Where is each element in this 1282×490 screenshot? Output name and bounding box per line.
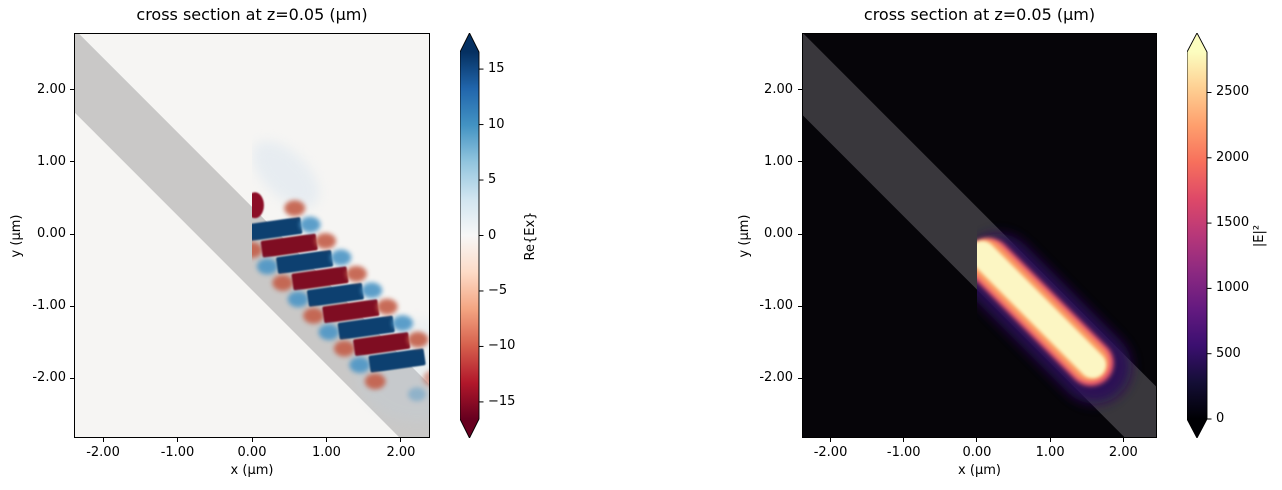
field-lobe (322, 299, 380, 324)
x-tick-label: -1.00 (886, 445, 921, 460)
x-tick-label: -2.00 (813, 445, 848, 460)
field-side-lobe (361, 282, 383, 299)
x-axis-label: x (μm) (230, 463, 274, 478)
y-tick-label: 2.00 (764, 81, 793, 97)
field-side-lobe (333, 340, 355, 357)
field-lobe (291, 266, 349, 291)
y-tick-mark (797, 161, 802, 163)
field-lobe (353, 332, 411, 357)
colorbar-gradient (460, 33, 484, 438)
plot-title: cross section at z=0.05 (μm) (863, 5, 1096, 24)
x-tick-mark (177, 438, 179, 442)
y-tick-mark (69, 89, 74, 91)
y-tick-label: -2.00 (759, 370, 793, 386)
field-side-lobe (318, 324, 340, 341)
heatmap-intensity (803, 34, 1156, 437)
field-side-lobe (303, 307, 325, 324)
field-lobe (252, 217, 303, 242)
field-side-lobe (392, 315, 413, 332)
plot-area (802, 33, 1157, 438)
x-tick-label: 2.00 (1108, 445, 1138, 460)
x-tick-label: -1.00 (160, 445, 195, 460)
x-tick-label: 1.00 (311, 445, 341, 460)
y-tick-mark (69, 161, 74, 163)
colorbar-tick-label: 2000 (1216, 149, 1250, 165)
x-axis-label: x (μm) (958, 463, 1001, 478)
colorbar-tick-label: −5 (488, 282, 508, 298)
colorbar-tick-label: −10 (488, 338, 516, 354)
field-side-lobe (299, 216, 321, 233)
field-side-lobe (345, 265, 367, 282)
y-tick-mark (69, 233, 74, 235)
heatmap-re-ex (75, 34, 429, 437)
x-tick-label: 1.00 (1035, 445, 1065, 460)
y-tick-mark (797, 305, 802, 307)
field-lobe (368, 348, 426, 373)
y-tick-label: 0.00 (37, 226, 66, 242)
field-side-lobe (349, 357, 371, 373)
y-tick-label: -1.00 (32, 298, 66, 314)
x-tick-label: 0.00 (237, 445, 267, 460)
x-tick-mark (903, 438, 905, 442)
colorbar-tick-label: 0 (1216, 411, 1225, 426)
field-lobe (260, 233, 318, 258)
colorbar-gradient (1187, 33, 1212, 438)
colorbar-tick-label: −15 (488, 393, 516, 409)
colorbar-label: |E|² (1252, 224, 1267, 247)
colorbar-tick-label: 2500 (1216, 84, 1250, 100)
field-side-lobe (252, 242, 263, 258)
x-tick-mark (251, 438, 253, 442)
field-side-lobe (407, 331, 429, 348)
colorbar-tick-label: 0 (488, 227, 497, 243)
colorbar-tick-label: 500 (1216, 345, 1241, 361)
intensity-beam (976, 234, 1132, 404)
field-lobe (252, 192, 264, 219)
colorbar-tick-label: 1500 (1216, 215, 1250, 231)
y-tick-mark (797, 377, 802, 379)
plot-title: cross section at z=0.05 (μm) (136, 5, 368, 24)
x-tick-label: 0.00 (962, 445, 992, 460)
y-tick-label: -1.00 (759, 298, 793, 314)
field-side-lobe (272, 274, 294, 291)
x-tick-mark (325, 438, 327, 442)
field-lobe (306, 282, 364, 307)
field-side-lobe (256, 258, 278, 275)
field-side-lobe (330, 249, 352, 266)
y-tick-label: 1.00 (37, 153, 66, 169)
field-side-lobe (287, 291, 309, 308)
field-lobe (276, 249, 334, 274)
x-tick-mark (1049, 438, 1051, 442)
x-tick-label: -2.00 (86, 445, 120, 460)
x-tick-mark (976, 438, 978, 442)
colorbar-tick-label: 15 (488, 61, 505, 77)
field-side-lobe (376, 298, 398, 315)
colorbar-tick-label: 10 (488, 116, 505, 132)
mode-field-pattern (252, 141, 429, 423)
field-lobe (337, 315, 395, 340)
beam-layer (976, 240, 1107, 379)
x-tick-mark (830, 438, 832, 442)
y-tick-mark (797, 233, 802, 235)
y-tick-mark (69, 305, 74, 307)
x-tick-mark (400, 438, 402, 442)
y-tick-label: 2.00 (37, 81, 66, 97)
y-tick-label: -2.00 (32, 370, 66, 386)
plot-area (74, 33, 430, 438)
field-side-lobe (364, 373, 386, 390)
x-tick-mark (102, 438, 104, 442)
field-side-lobe (315, 233, 336, 250)
y-tick-label: 1.00 (764, 153, 793, 169)
y-tick-label: 0.00 (764, 226, 793, 242)
colorbar-tick-label: 5 (488, 172, 497, 188)
y-tick-mark (69, 377, 74, 379)
field-side-lobe (284, 200, 306, 217)
x-tick-mark (1122, 438, 1124, 442)
y-tick-mark (797, 89, 802, 91)
x-tick-label: 2.00 (386, 445, 416, 460)
colorbar-tick-label: 1000 (1216, 280, 1250, 296)
